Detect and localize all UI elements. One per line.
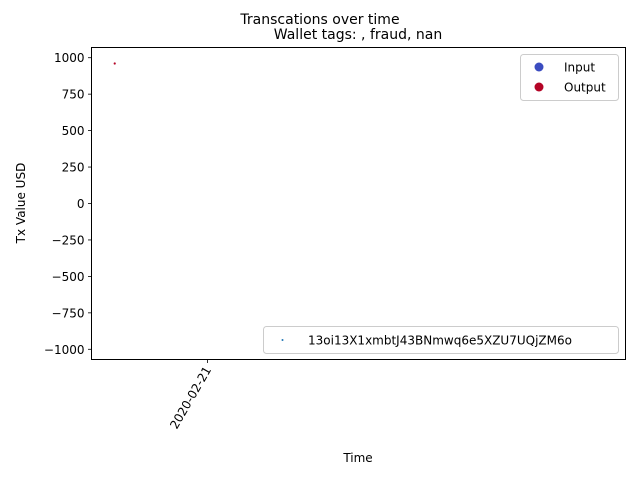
y-tick-label: 1000 (54, 51, 85, 65)
data-point-output (113, 62, 116, 65)
y-tick-label: −500 (52, 270, 85, 284)
y-tick-label: 0 (77, 197, 85, 211)
chart-title: Wallet tags: , fraud, nan (274, 27, 442, 43)
y-tick-label: −1000 (44, 343, 85, 357)
legend-marker-input (534, 62, 544, 72)
legend-frame (520, 54, 619, 101)
y-axis: 1000 750 500 250 0 −250 −500 −750 −1000 (44, 51, 92, 357)
legend-marker-wallet (281, 339, 284, 341)
legend-main: Input Output (520, 54, 619, 101)
legend-label-input: Input (564, 61, 595, 75)
y-tick-label: 250 (62, 161, 85, 175)
x-tick-label: 2020-02-21 (167, 364, 214, 431)
legend-wallet-frame (263, 326, 619, 354)
x-axis-label: Time (342, 451, 372, 465)
legend-label-wallet: 13oi13X1xmbtJ43BNmwq6e5XZU7UQjZM6o (308, 334, 572, 348)
y-tick-label: 500 (62, 124, 85, 138)
data-points (113, 62, 116, 65)
legend-label-output: Output (564, 81, 606, 95)
legend-marker-output (534, 82, 544, 92)
y-tick-label: −750 (52, 306, 85, 320)
legend-wallet: 13oi13X1xmbtJ43BNmwq6e5XZU7UQjZM6o (263, 326, 619, 354)
y-tick-label: −250 (52, 233, 85, 247)
y-axis-label: Tx Value USD (14, 163, 28, 245)
x-axis: 2020-02-21 (167, 359, 214, 431)
chart-suptitle: Transcations over time (239, 12, 399, 28)
y-tick-label: 750 (62, 88, 85, 102)
